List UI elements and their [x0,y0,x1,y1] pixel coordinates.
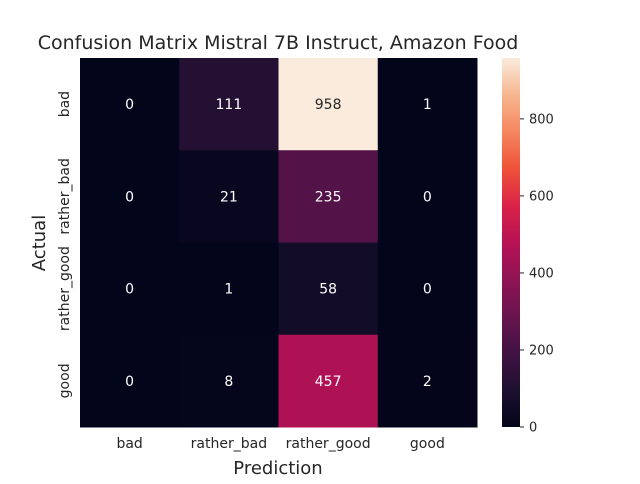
cell-value-label: 235 [315,189,342,205]
y-tick-label: bad [57,91,73,117]
x-tick-label: good [410,436,445,452]
cell-value-label: 0 [125,189,134,205]
colorbar-tick-label: 0 [529,421,537,436]
heatmap-cell [179,58,279,151]
y-tick-label: good [57,363,73,398]
chart-title: Confusion Matrix Mistral 7B Instruct, Am… [38,32,519,54]
cell-value-label: 111 [216,97,243,113]
heatmap-cell [377,150,478,243]
heatmap-cell [278,242,379,336]
cell-value-label: 2 [423,374,432,390]
colorbar-tick-label: 800 [529,112,554,127]
colorbar-tick-label: 600 [529,189,554,204]
heatmap-cell [179,334,279,428]
x-tick-label: bad [116,436,142,452]
x-tick-labels: bad rather_bad rather_good good [116,436,444,452]
heatmap-cell [80,150,180,243]
heatmap-cell [278,150,379,243]
heatmap-cell [278,58,379,151]
cell-value-label: 21 [220,189,238,205]
heatmap-cell [179,150,279,243]
cell-value-label: 0 [423,189,432,205]
colorbar [502,58,520,427]
cell-value-label: 457 [315,374,342,390]
y-tick-label: rather_bad [57,158,73,234]
x-tick-label: rather_bad [191,436,267,452]
cell-value-label: 0 [423,282,432,298]
cell-value-label: 0 [125,374,134,390]
heatmap-cell [377,58,478,151]
heatmap-cell [179,242,279,336]
heatmap-cells [80,58,478,428]
cell-value-label: 0 [125,282,134,298]
heatmap-cell [377,334,478,428]
cell-value-label: 8 [224,374,233,390]
cell-value-label: 0 [125,97,134,113]
colorbar-tick-label: 400 [529,266,554,281]
heatmap-cell [278,334,379,428]
heatmap-cell [80,334,180,428]
colorbar-ticks: 0 200 400 600 800 [520,112,554,436]
cell-value-label: 958 [315,97,342,113]
heatmap-cell [80,242,180,336]
y-tick-label: rather_good [57,246,73,331]
cell-value-label: 1 [224,282,233,298]
cell-value-label: 1 [423,97,432,113]
heatmap-cell [80,58,180,151]
x-axis-label: Prediction [233,458,322,479]
colorbar-tick-label: 200 [529,343,554,358]
heatmap-cell [377,242,478,336]
y-axis-label: Actual [29,215,50,271]
cell-value-label: 58 [319,282,337,298]
x-tick-label: rather_good [286,436,371,452]
heatmap-cell-labels: 0 111 958 1 0 21 235 0 0 1 58 0 0 8 457 2 [125,97,432,390]
